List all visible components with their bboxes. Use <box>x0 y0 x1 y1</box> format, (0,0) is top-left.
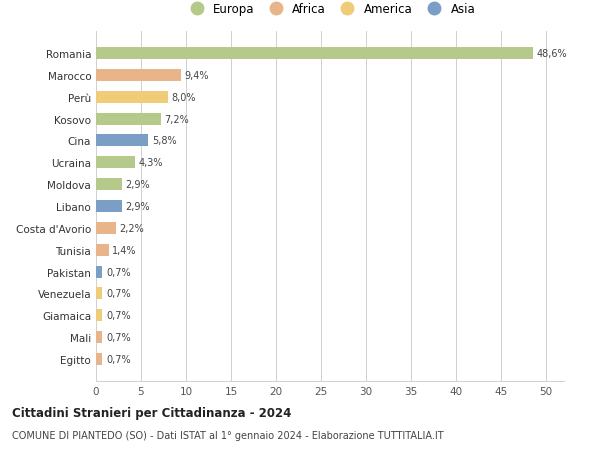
Bar <box>96 92 168 104</box>
Bar <box>96 70 181 82</box>
Text: 48,6%: 48,6% <box>537 49 568 59</box>
Legend: Europa, Africa, America, Asia: Europa, Africa, America, Asia <box>185 3 475 16</box>
Text: 0,7%: 0,7% <box>106 354 131 364</box>
Text: 8,0%: 8,0% <box>172 93 196 102</box>
Text: 0,7%: 0,7% <box>106 332 131 342</box>
Text: 0,7%: 0,7% <box>106 267 131 277</box>
Text: 2,9%: 2,9% <box>126 202 151 212</box>
Bar <box>96 244 109 256</box>
Bar <box>96 157 134 169</box>
Text: Cittadini Stranieri per Cittadinanza - 2024: Cittadini Stranieri per Cittadinanza - 2… <box>12 406 292 419</box>
Bar <box>96 201 122 213</box>
Text: 0,7%: 0,7% <box>106 289 131 299</box>
Bar <box>96 331 102 343</box>
Text: 0,7%: 0,7% <box>106 311 131 320</box>
Bar <box>96 266 102 278</box>
Text: 5,8%: 5,8% <box>152 136 176 146</box>
Bar <box>96 113 161 125</box>
Bar <box>96 179 122 191</box>
Bar <box>96 135 148 147</box>
Text: 1,4%: 1,4% <box>112 245 137 255</box>
Text: 4,3%: 4,3% <box>139 158 163 168</box>
Text: 9,4%: 9,4% <box>184 71 209 81</box>
Bar <box>96 309 102 321</box>
Bar <box>96 222 116 235</box>
Text: 2,2%: 2,2% <box>119 224 144 233</box>
Bar <box>96 48 533 60</box>
Text: COMUNE DI PIANTEDO (SO) - Dati ISTAT al 1° gennaio 2024 - Elaborazione TUTTITALI: COMUNE DI PIANTEDO (SO) - Dati ISTAT al … <box>12 431 443 441</box>
Text: 7,2%: 7,2% <box>164 114 189 124</box>
Bar <box>96 288 102 300</box>
Bar <box>96 353 102 365</box>
Text: 2,9%: 2,9% <box>126 180 151 190</box>
